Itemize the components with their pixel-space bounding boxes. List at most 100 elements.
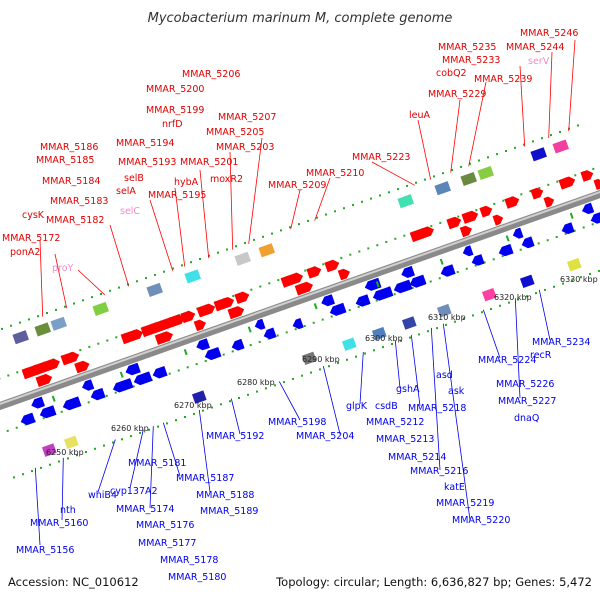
gene-arrow xyxy=(512,227,524,239)
track-dot xyxy=(64,305,66,308)
track-dot xyxy=(256,390,258,393)
track-dot xyxy=(577,124,579,127)
feature-box xyxy=(63,435,79,450)
track-dot xyxy=(328,365,330,368)
gene-arrow xyxy=(459,225,472,238)
tick-mark xyxy=(183,348,188,356)
track-dot xyxy=(175,419,177,422)
track-dot xyxy=(463,317,465,320)
track-dot xyxy=(429,280,432,283)
gene-label: MMAR_5239 xyxy=(474,74,532,85)
gene-label: MMAR_5176 xyxy=(136,520,194,531)
track-dot xyxy=(87,401,90,404)
gene-arrow xyxy=(337,268,350,281)
track-dot xyxy=(433,175,435,178)
track-dot xyxy=(349,253,352,256)
gene-arrow xyxy=(498,243,514,257)
feature-box xyxy=(301,351,317,366)
track-dot xyxy=(321,318,324,321)
feature-box xyxy=(41,443,57,457)
track-dot xyxy=(358,250,361,253)
track-dot xyxy=(460,165,462,168)
track-dot xyxy=(502,199,505,202)
track-dot xyxy=(439,221,442,224)
track-dot xyxy=(415,181,417,184)
track-dot xyxy=(232,295,235,297)
gene-features xyxy=(12,139,600,457)
gene-label: MMAR_5188 xyxy=(196,490,254,501)
leader-line xyxy=(229,151,234,250)
track-dot xyxy=(442,172,444,175)
track-dot xyxy=(157,425,159,428)
track-dot xyxy=(370,197,372,200)
track-dot xyxy=(274,384,276,387)
track-dot xyxy=(67,457,69,460)
gene-label: katE xyxy=(444,482,465,493)
gene-label: serV xyxy=(528,56,550,67)
track-dot xyxy=(469,162,471,165)
feature-box xyxy=(92,301,109,316)
tick-label-6260: 6260 kbp xyxy=(111,424,149,433)
gene-label: selB xyxy=(124,173,144,184)
leader-line xyxy=(174,187,186,267)
gene-label: recR xyxy=(530,350,552,361)
track-dot xyxy=(226,248,228,251)
track-dot xyxy=(10,324,12,327)
track-dot xyxy=(193,412,195,415)
gene-label: MMAR_5203 xyxy=(216,142,274,153)
leader-line xyxy=(54,253,68,309)
track-dot xyxy=(258,340,261,343)
track-dot xyxy=(186,366,189,369)
gene-labels-reverse: MMAR_5156 MMAR_5160 nth whiB4 cyp137A2 M… xyxy=(16,337,590,583)
track-dot xyxy=(277,279,280,282)
track-dot xyxy=(556,180,559,183)
leader-line xyxy=(61,457,64,521)
feature-box xyxy=(50,316,67,331)
gene-arrow xyxy=(213,297,235,312)
track-dot xyxy=(292,377,294,380)
track-dot xyxy=(106,339,109,342)
tick-label-6320: 6320 kbp xyxy=(494,293,532,302)
track-dot xyxy=(49,463,51,466)
gene-arrow xyxy=(329,302,347,316)
track-dot xyxy=(490,308,492,310)
tick-label-6270: 6270 kbp xyxy=(174,401,212,410)
track-dot xyxy=(517,298,519,301)
track-dot xyxy=(582,226,585,229)
track-dot xyxy=(211,406,213,409)
track-dot xyxy=(7,374,10,377)
track-dot xyxy=(202,409,204,412)
track-dot xyxy=(15,426,18,429)
track-dot xyxy=(114,391,117,394)
leader-line xyxy=(314,177,331,221)
gene-label: MMAR_5182 xyxy=(46,215,104,226)
gene-label: MMAR_5246 xyxy=(520,28,578,39)
gene-arrow xyxy=(82,379,95,391)
track-dot xyxy=(163,270,165,273)
gene-arrow xyxy=(35,373,53,387)
leader-line xyxy=(450,99,461,173)
track-dot xyxy=(298,223,300,226)
gene-labels-forward: MMAR_5172 ponA2 proY cysK MMAR_5182 MMAR… xyxy=(2,28,578,274)
track-dot xyxy=(37,315,39,318)
genome-summary-text: Topology: circular; Length: 6,636,827 bp… xyxy=(275,575,592,589)
gene-label: selC xyxy=(120,206,140,217)
track-dot xyxy=(330,315,333,318)
gene-arrow xyxy=(33,358,60,375)
track-dot xyxy=(73,302,75,305)
gene-arrow xyxy=(521,236,535,249)
track-dot xyxy=(112,441,114,444)
track-dot xyxy=(352,204,354,206)
track-dot xyxy=(496,153,498,156)
track-dot xyxy=(208,254,210,257)
track-dot xyxy=(553,285,555,288)
leader-line xyxy=(248,137,263,244)
track-dot xyxy=(451,169,453,171)
track-dot xyxy=(580,276,582,279)
leader-line xyxy=(39,239,44,317)
feature-box xyxy=(519,274,535,289)
gene-arrow xyxy=(280,272,303,288)
leader-line xyxy=(322,366,341,435)
leader-line xyxy=(394,340,401,389)
track-dot xyxy=(312,321,315,324)
